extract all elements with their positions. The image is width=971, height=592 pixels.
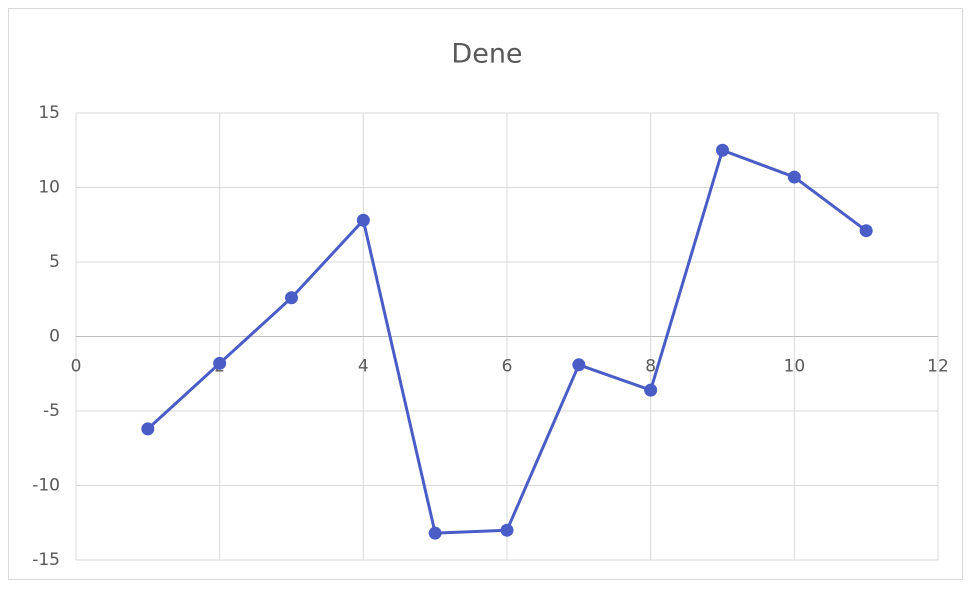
data-point — [141, 422, 155, 436]
x-tick-label: 8 — [645, 357, 656, 377]
y-tick-label: 5 — [49, 252, 60, 272]
data-point — [572, 358, 586, 372]
data-point — [644, 383, 658, 397]
x-tick-label: 6 — [502, 357, 513, 377]
x-tick-label: 10 — [784, 357, 806, 377]
y-tick-label: 15 — [38, 103, 60, 123]
y-tick-label: 0 — [49, 327, 60, 347]
y-tick-label: -5 — [43, 401, 60, 421]
chart-title: Dene — [451, 39, 522, 70]
data-point — [213, 356, 227, 370]
data-point — [787, 170, 801, 184]
x-tick-label: 4 — [358, 357, 369, 377]
data-point — [500, 523, 514, 537]
chart-frame — [8, 8, 963, 580]
y-tick-label: -10 — [32, 476, 60, 496]
data-point — [285, 291, 298, 305]
y-tick-label: -15 — [32, 550, 60, 570]
x-tick-label: 12 — [927, 357, 949, 377]
data-point — [716, 143, 729, 157]
data-point — [428, 526, 442, 540]
data-point — [356, 213, 370, 227]
data-point — [859, 224, 873, 238]
y-tick-label: 10 — [38, 178, 60, 198]
x-tick-label: 0 — [71, 357, 82, 377]
